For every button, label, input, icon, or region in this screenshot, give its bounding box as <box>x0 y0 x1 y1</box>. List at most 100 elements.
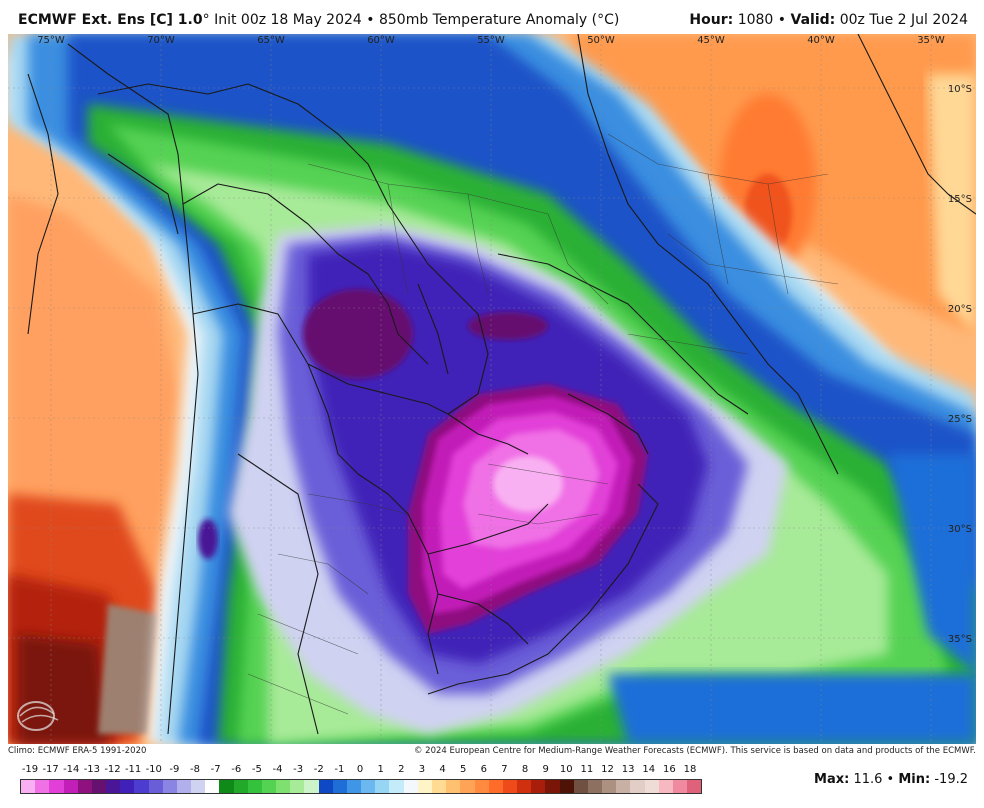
legend-swatch <box>630 780 645 793</box>
hour-value: 1080 <box>737 12 774 28</box>
legend-label: 12 <box>601 764 614 775</box>
legend-swatch <box>658 780 673 793</box>
map-header: ECMWF Ext. Ens [C] 1.0° Init 00z 18 May … <box>0 0 984 34</box>
anomaly-field <box>8 34 976 744</box>
legend-swatch <box>474 780 489 793</box>
credits-bar: Climo: ECMWF ERA-5 1991-2020 © 2024 Euro… <box>8 744 976 758</box>
legend-label: 2 <box>398 764 405 775</box>
legend-label: -4 <box>272 764 283 775</box>
legend-label: -17 <box>42 764 59 775</box>
lon-label: 70°W <box>147 35 175 46</box>
legend-swatch <box>545 780 560 793</box>
legend-label: 7 <box>501 764 508 775</box>
legend-swatch <box>35 780 50 793</box>
init-time: Init 00z 18 May 2024 <box>214 12 362 28</box>
legend-swatch <box>233 780 248 793</box>
legend-swatch <box>644 780 659 793</box>
legend-swatch <box>106 780 121 793</box>
legend-swatch <box>431 780 447 793</box>
valid-value: 00z Tue 2 Jul 2024 <box>839 12 968 28</box>
legend-swatch <box>346 780 362 793</box>
legend-swatch <box>687 780 702 793</box>
legend-swatch <box>361 780 376 793</box>
legend-swatch <box>559 780 574 793</box>
legend-swatch <box>304 780 319 793</box>
latitude-labels: 10°S 15°S 20°S 25°S 30°S 35°S <box>948 84 972 645</box>
legend-swatch <box>573 780 588 793</box>
legend-swatch <box>63 780 78 793</box>
valid-label: Valid: <box>790 12 836 28</box>
lon-label: 75°W <box>37 35 65 46</box>
legend-swatch <box>176 780 192 793</box>
legend-label: -10 <box>145 764 162 775</box>
lon-label: 55°W <box>477 35 505 46</box>
legend-swatch <box>488 780 503 793</box>
lon-label: 65°W <box>257 35 285 46</box>
legend-swatch <box>77 780 92 793</box>
lat-label: 25°S <box>948 414 972 425</box>
anomaly-map: 75°W 70°W 65°W 60°W 55°W 50°W 45°W 40°W … <box>8 34 976 744</box>
lat-label: 35°S <box>948 634 972 645</box>
legend-swatch <box>205 780 220 793</box>
country-borders <box>27 34 976 735</box>
legend-swatch <box>91 780 107 793</box>
valid-time-block: Hour: 1080 • Valid: 00z Tue 2 Jul 2024 <box>689 12 968 28</box>
stats-separator: • <box>886 772 895 787</box>
longitude-labels: 75°W 70°W 65°W 60°W 55°W 50°W 45°W 40°W … <box>37 35 945 46</box>
legend-swatch <box>219 780 234 793</box>
legend-label: 9 <box>542 764 549 775</box>
legend-label: -13 <box>83 764 101 775</box>
state-borders <box>247 133 839 715</box>
legend-label: -11 <box>124 764 142 775</box>
legend-swatch <box>318 780 333 793</box>
legend-label: 16 <box>663 764 676 775</box>
max-value: 11.6 <box>853 772 883 787</box>
legend-label: 8 <box>521 764 529 775</box>
legend-label: 13 <box>621 764 635 775</box>
legend-label: 3 <box>418 764 426 775</box>
legend-label: -8 <box>190 764 200 775</box>
legend-swatch <box>672 780 688 793</box>
legend-swatch <box>290 780 305 793</box>
legend-swatch <box>446 780 461 793</box>
legend-label: 11 <box>580 764 594 775</box>
lat-label: 10°S <box>948 84 972 95</box>
legend-swatch <box>21 780 36 793</box>
climo-note: Climo: ECMWF ERA-5 1991-2020 <box>8 746 147 756</box>
legend-swatch <box>375 780 390 793</box>
legend-label: -6 <box>231 764 242 775</box>
legend-swatch <box>276 780 291 793</box>
weatherbell-logo-icon <box>17 701 59 731</box>
legend-swatch <box>616 780 631 793</box>
legend-label: 14 <box>642 764 656 775</box>
degree-mark: ° <box>202 12 210 28</box>
legend-swatch <box>517 780 532 793</box>
legend-swatch <box>460 780 475 793</box>
legend-swatch <box>417 780 432 793</box>
legend-label: 5 <box>459 764 467 775</box>
legend-label: -14 <box>63 764 80 775</box>
legend-label: 1 <box>377 764 384 775</box>
legend-label: 10 <box>559 764 573 775</box>
legend-label: -5 <box>251 764 262 775</box>
legend-label: -9 <box>169 764 180 775</box>
max-label: Max: <box>814 772 850 787</box>
legend-swatch <box>134 780 149 793</box>
title-separator: • <box>366 12 375 28</box>
color-legend: -19 -17 -14 -13 -12 -11 -10 -9 -8 -7 -6 -5 -4 -3 -2 -1 0… <box>20 763 702 797</box>
legend-swatch <box>587 780 603 793</box>
legend-label: 4 <box>439 764 446 775</box>
legend-swatch <box>502 780 518 793</box>
legend-swatch <box>389 780 404 793</box>
max-min-stats: Max: 11.6 • Min: -19.2 <box>814 772 968 787</box>
legend-swatch <box>602 780 617 793</box>
legend-label: -7 <box>210 764 221 775</box>
anomaly-map-canvas: 75°W 70°W 65°W 60°W 55°W 50°W 45°W 40°W … <box>8 34 976 744</box>
legend-label: 18 <box>683 764 697 775</box>
min-label: Min: <box>898 772 931 787</box>
hour-label: Hour: <box>689 12 734 28</box>
legend-label: 0 <box>356 764 364 775</box>
legend-swatch <box>120 780 135 793</box>
min-value: -19.2 <box>934 772 968 787</box>
legend-swatch <box>49 780 64 793</box>
